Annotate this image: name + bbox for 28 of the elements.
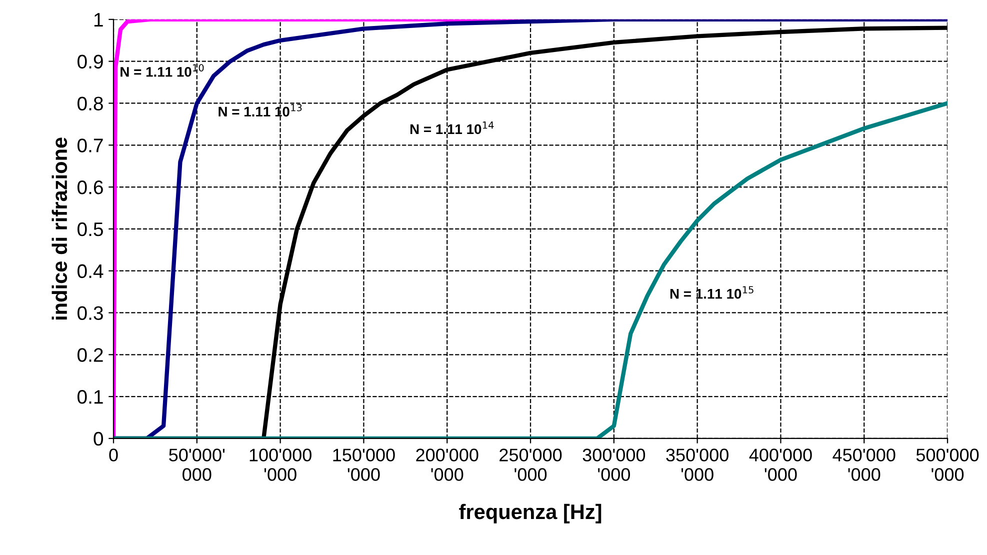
x-tick-label: 300'000'000 <box>582 448 646 481</box>
y-tick-label: 0.8 <box>78 96 103 110</box>
x-tick-label: 50'000'000 <box>169 448 225 481</box>
x-tick-label: 150'000'000 <box>333 448 395 481</box>
x-tick-label: 350'000'000 <box>666 448 728 481</box>
text: N = 1.11 10$^{14}$ <box>410 122 494 134</box>
y-tick-label: 0.5 <box>78 222 103 236</box>
y-tick-label: 0.1 <box>78 390 103 404</box>
y-tick-label: 1 <box>94 13 103 26</box>
x-tick-label: 250'000'000 <box>500 448 562 481</box>
x-axis-title: frequenza [Hz] <box>459 504 602 524</box>
x-tick-label: 500'000'000 <box>916 448 979 481</box>
series-label: N = 1.11 10$^{15}$ <box>670 286 754 299</box>
y-tick-label: 0.3 <box>78 306 103 320</box>
x-tick-label: 450'000'000 <box>832 448 896 481</box>
series-label: N = 1.11 10$^{13}$ <box>218 104 302 117</box>
x-tick-label: 200'000'000 <box>416 448 478 481</box>
x-tick-label: 100'000'000 <box>250 448 312 481</box>
y-tick-label: 0.2 <box>78 348 103 362</box>
y-tick-label: 0.6 <box>78 180 103 194</box>
x-tick-label: 0 <box>109 448 118 462</box>
x-tick-label: 400'000'000 <box>749 448 812 481</box>
y-tick-label: 0.9 <box>78 54 103 69</box>
y-axis-title: indice di rifrazione <box>52 138 68 320</box>
y-tick-label: 0.4 <box>78 264 104 278</box>
y-tick-label: 0.7 <box>78 138 103 152</box>
y-tick-label: 0 <box>94 432 104 446</box>
series-label: N = 1.11 10$^{10}$ <box>120 64 204 77</box>
